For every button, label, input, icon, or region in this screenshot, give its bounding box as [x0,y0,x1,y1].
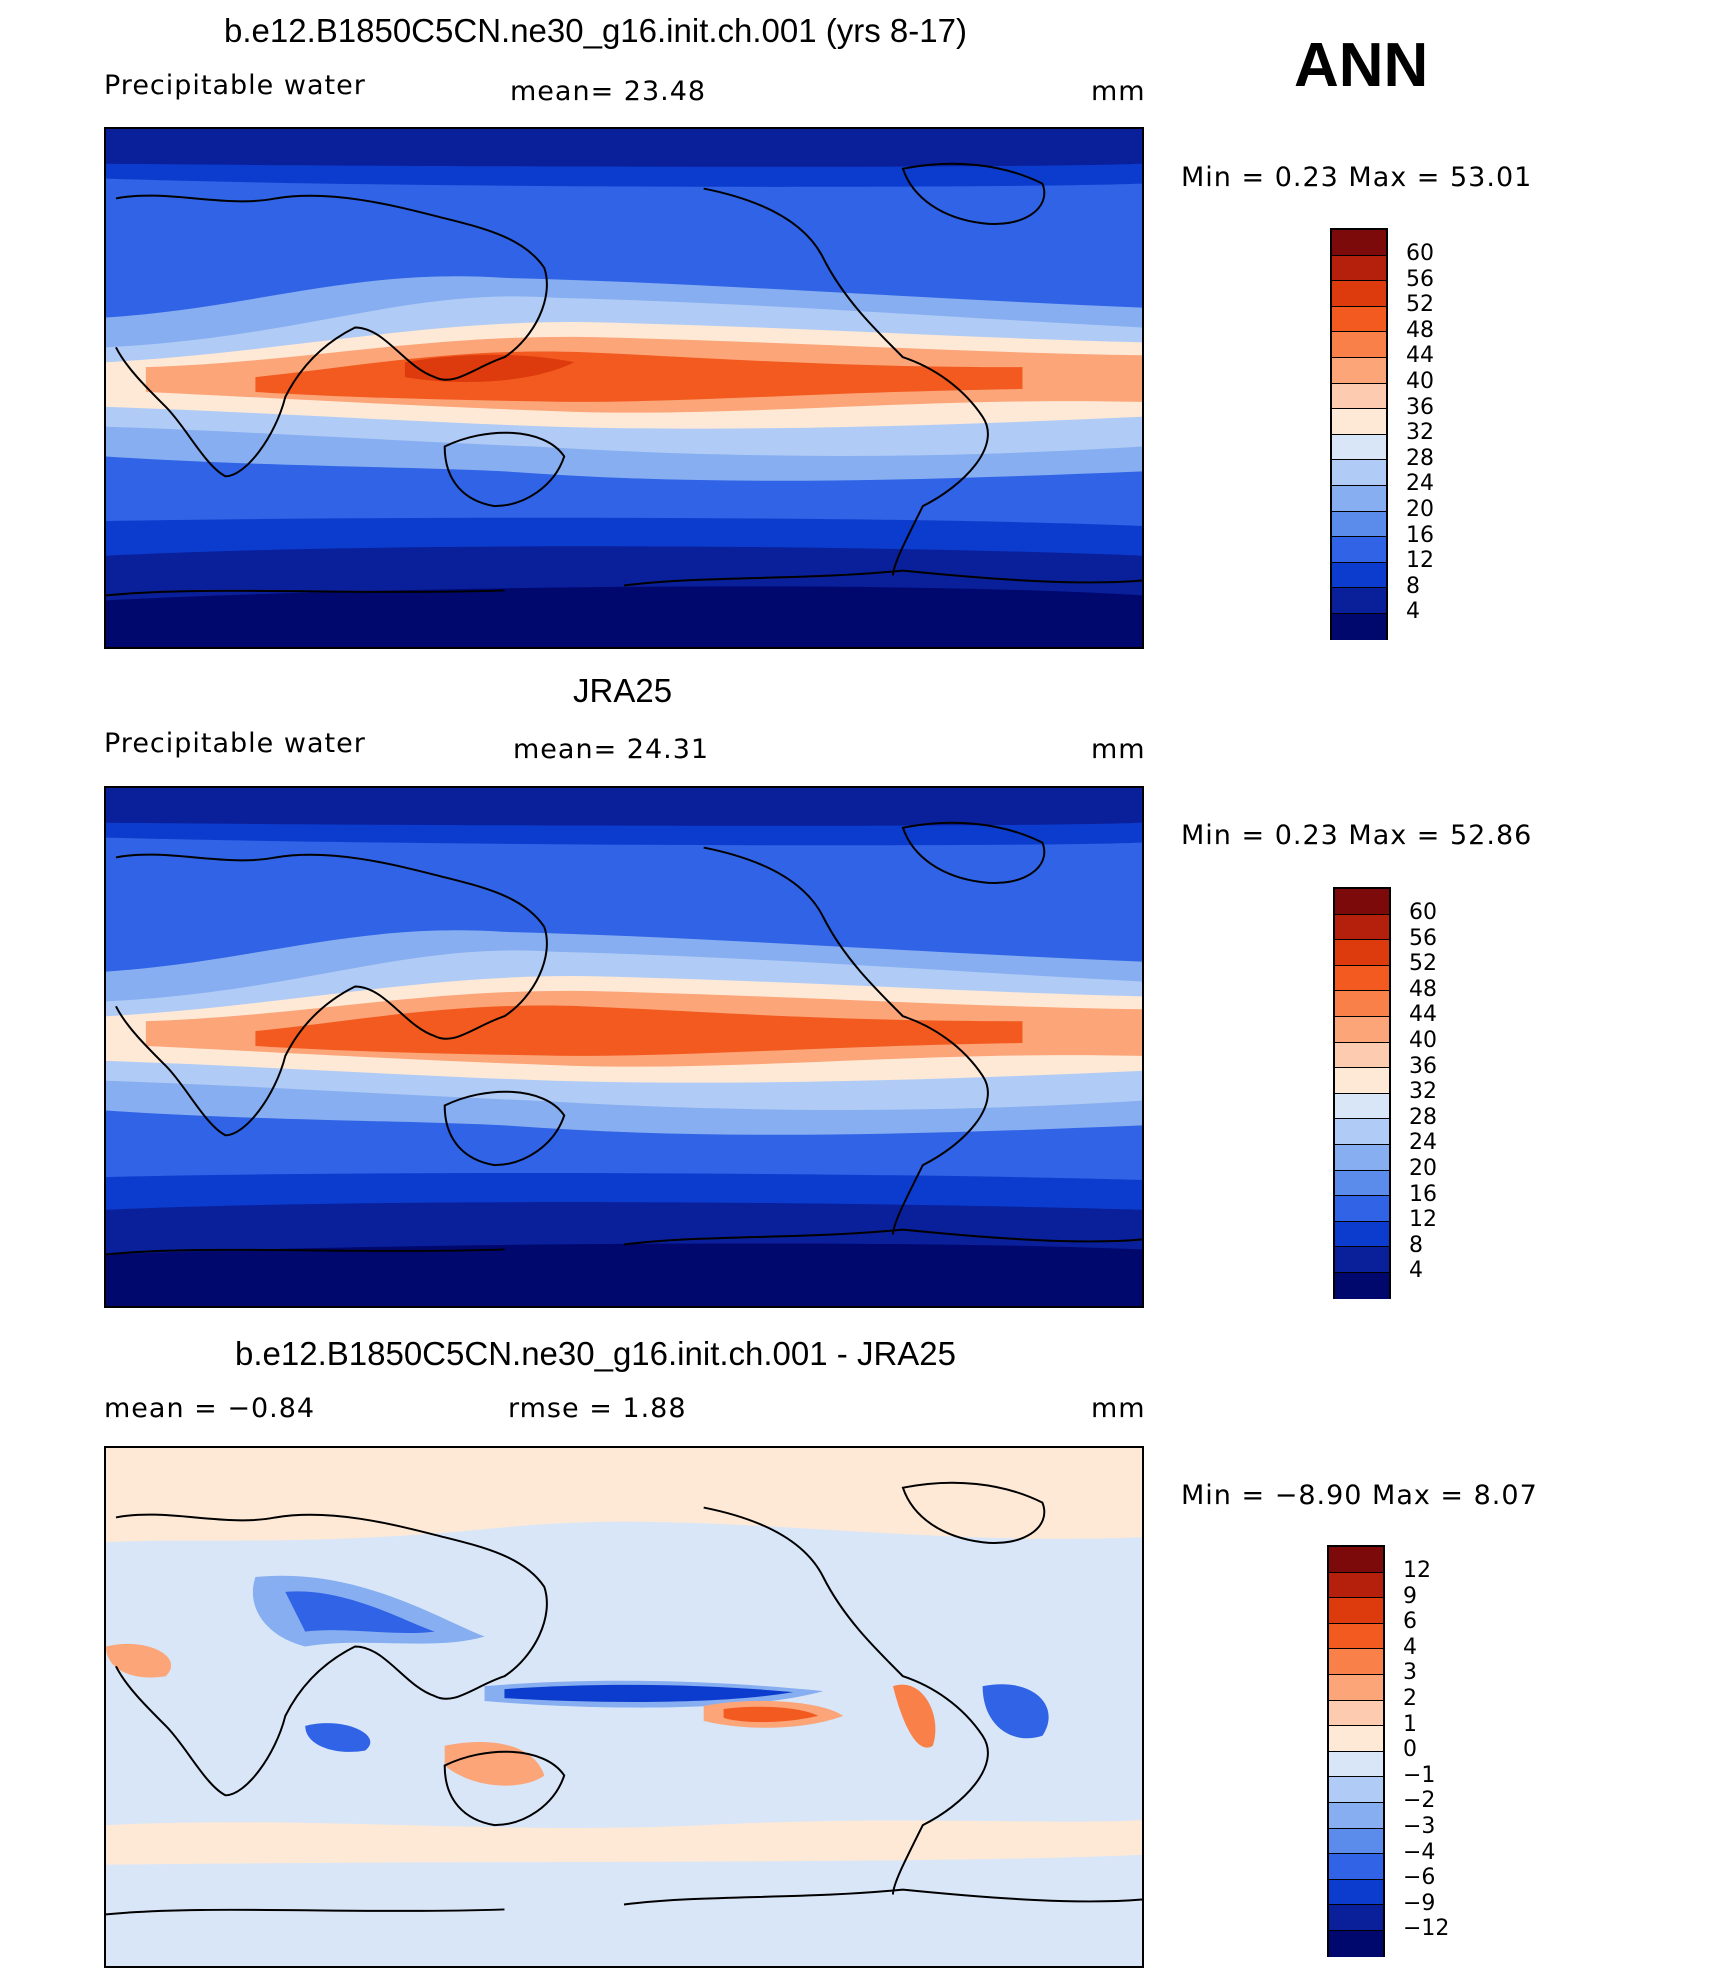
panel3-tick: 1 [1403,1711,1417,1737]
panel2-variable-label: Precipitable water [104,728,366,759]
panel1-tick: 20 [1406,497,1434,522]
panel1-tick: 4 [1406,599,1420,625]
panel2-tick: 56 [1409,925,1437,951]
panel3-rmse-label: rmse = 1.88 [508,1393,687,1424]
panel1-tick: 48 [1406,317,1434,343]
panel2-tick: 28 [1409,1104,1437,1130]
panel3-tick: 4 [1403,1634,1417,1660]
panel1-units-label: mm [1091,76,1146,107]
panel1-tick: 28 [1406,445,1434,471]
panel2-tick: 12 [1409,1207,1437,1233]
panel3-tick: 12 [1403,1558,1431,1583]
panel1-mean-label: mean= 23.48 [510,76,707,107]
panel2-tick: 8 [1409,1232,1423,1258]
panel1-title: b.e12.B1850C5CN.ne30_g16.init.ch.001 (yr… [224,12,967,49]
season-label: ANN [1294,31,1429,100]
panel1-colorbar [1330,228,1388,640]
panel3-map [104,1446,1144,1968]
panel3-colorbar [1327,1545,1385,1957]
panel3-units-label: mm [1091,1393,1146,1424]
panel3-tick: 9 [1403,1583,1417,1609]
panel2-tick: 40 [1409,1028,1437,1053]
panel3-tick: 2 [1403,1686,1417,1711]
panel3-tick: 0 [1403,1737,1417,1763]
panel1-tick: 44 [1406,343,1434,369]
panel1-map [104,127,1144,649]
panel2-tick: 16 [1409,1181,1437,1207]
panel3-title: b.e12.B1850C5CN.ne30_g16.init.ch.001 - J… [235,1335,956,1372]
panel2-map [104,786,1144,1308]
panel1-tick: 52 [1406,292,1434,318]
panel2-tick: 52 [1409,951,1437,977]
panel2-units-label: mm [1091,734,1146,765]
panel3-tick: −3 [1403,1814,1436,1839]
panel1-tick: 8 [1406,573,1420,599]
panel3-tick: −12 [1403,1916,1450,1942]
panel3-tick: −1 [1403,1762,1436,1788]
panel2-colorbar [1333,887,1391,1299]
panel3-tick: −6 [1403,1865,1436,1891]
panel1-tick: 24 [1406,471,1434,497]
panel2-tick: 4 [1409,1258,1423,1284]
panel2-mean-label: mean= 24.31 [513,734,710,765]
panel2-title: JRA25 [573,672,673,709]
panel1-tick: 60 [1406,241,1434,266]
panel2-minmax-label: Min = 0.23 Max = 52.86 [1181,820,1533,851]
panel1-tick: 36 [1406,394,1434,420]
panel3-tick: 6 [1403,1609,1417,1635]
panel2-tick: 20 [1409,1156,1437,1181]
panel3-mean-label: mean = −0.84 [104,1393,316,1424]
panel1-tick: 12 [1406,548,1434,574]
panel3-minmax-label: Min = −8.90 Max = 8.07 [1181,1480,1538,1511]
panel3-tick: −9 [1403,1890,1436,1916]
panel3-tick: −2 [1403,1788,1436,1814]
panel2-tick: 44 [1409,1002,1437,1028]
panel1-tick: 32 [1406,420,1434,446]
panel2-tick: 24 [1409,1130,1437,1156]
panel3-tick: 3 [1403,1660,1417,1686]
panel2-tick: 36 [1409,1053,1437,1079]
panel2-tick: 32 [1409,1079,1437,1105]
panel1-tick: 40 [1406,369,1434,394]
panel2-tick: 60 [1409,900,1437,925]
panel3-tick: −4 [1403,1839,1436,1865]
panel1-tick: 16 [1406,522,1434,548]
panel1-variable-label: Precipitable water [104,70,366,101]
panel1-minmax-label: Min = 0.23 Max = 53.01 [1181,162,1533,193]
panel1-tick: 56 [1406,266,1434,292]
panel2-tick: 48 [1409,976,1437,1002]
